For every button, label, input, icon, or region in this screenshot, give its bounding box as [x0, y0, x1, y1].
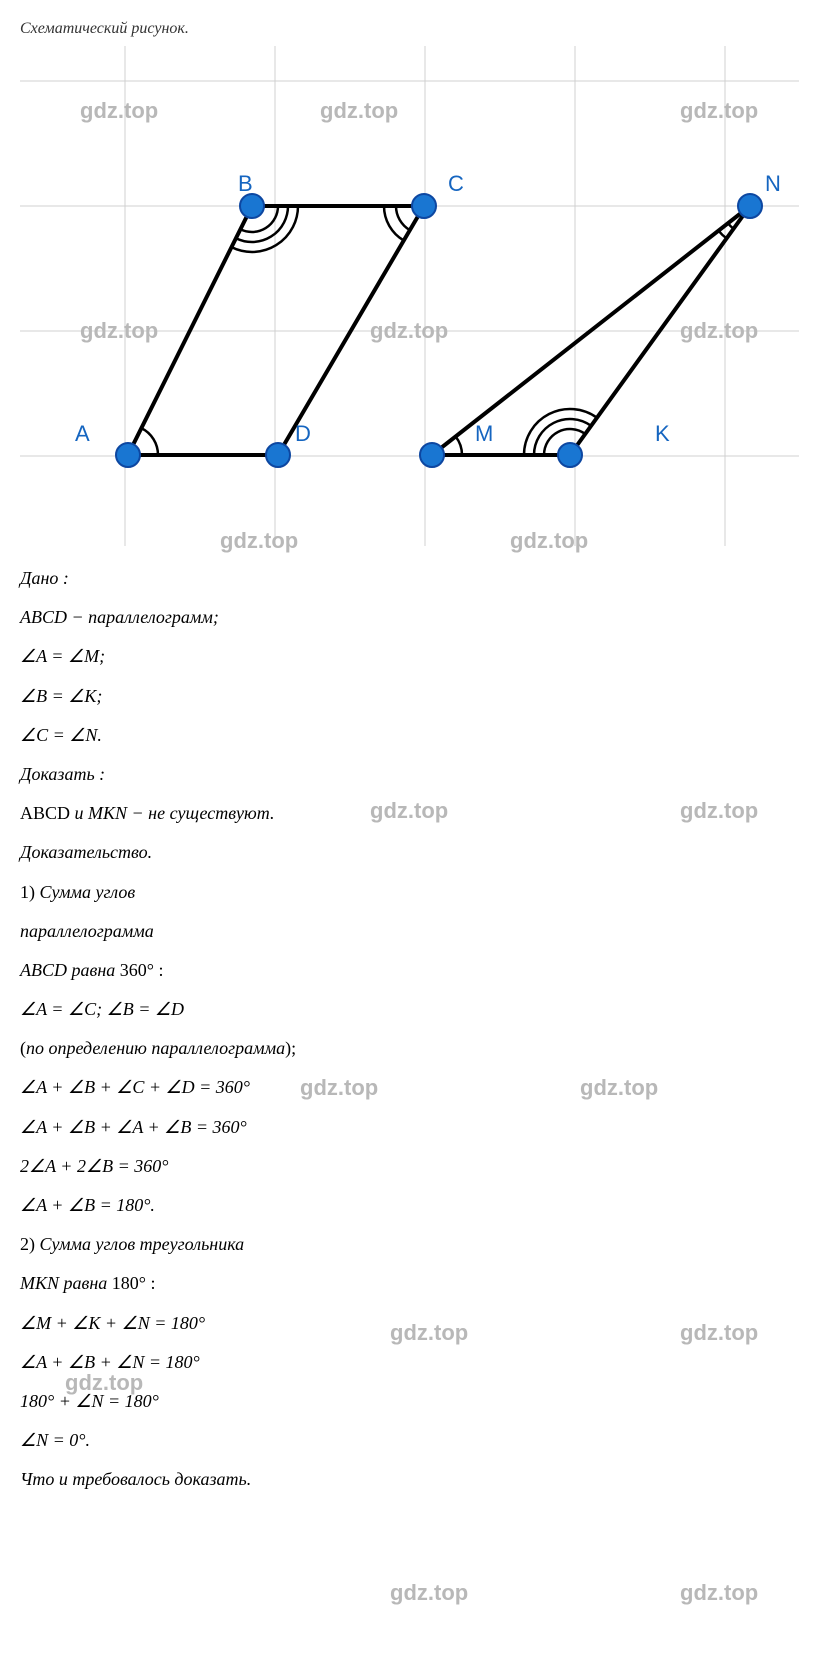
deg360: 360° : — [120, 960, 164, 980]
svg-text:M: M — [475, 421, 493, 446]
ravna1: равна — [67, 960, 120, 980]
svg-text:B: B — [238, 171, 253, 196]
diagram-container: A D B C M K N — [20, 46, 799, 546]
given-line-2: ∠A = ∠M; — [20, 644, 799, 669]
eq-line-1: ∠A = ∠C; ∠B = ∠D — [20, 997, 799, 1022]
num1: 1) — [20, 882, 40, 902]
eq-line-6: ∠M + ∠K + ∠N = 180° — [20, 1311, 799, 1336]
svg-text:C: C — [448, 171, 464, 196]
sum-tri-text: Сумма углов треугольника — [40, 1234, 245, 1254]
schematic-caption: Схематический рисунок. — [20, 20, 799, 38]
and-text: и — [70, 803, 88, 823]
watermark: gdz.top — [390, 1580, 468, 1606]
proof-label: Доказательство. — [20, 840, 799, 865]
prove-line: ABCD и MKN − не существуют. — [20, 801, 799, 826]
step-1-line-1: 1) Сумма углов — [20, 880, 799, 905]
svg-text:D: D — [295, 421, 311, 446]
step-2-line-1: 2) Сумма углов треугольника — [20, 1232, 799, 1257]
num2: 2) — [20, 1234, 40, 1254]
given-line-1: ABCD − параллелограмм; — [20, 605, 799, 630]
page-content: Схематический рисунок. ADBCMKN Дано : AB… — [20, 20, 799, 1493]
geometry-diagram: A D B C M K N — [20, 46, 799, 546]
eq-line-8: 180° + ∠N = 180° — [20, 1389, 799, 1414]
eq-line-7: ∠A + ∠B + ∠N = 180° — [20, 1350, 799, 1375]
eq-line-5: ∠A + ∠B = 180°. — [20, 1193, 799, 1218]
abcd3: ABCD — [20, 960, 67, 980]
abcd2: ABCD — [20, 803, 70, 823]
step-2-line-2: MKN равна 180° : — [20, 1271, 799, 1296]
ne-sush: − не существуют. — [127, 803, 274, 823]
given-line-4: ∠C = ∠N. — [20, 723, 799, 748]
qed-line: Что и требовалось доказать. — [20, 1467, 799, 1492]
mkn2: MKN — [20, 1273, 59, 1293]
paren-close: ); — [285, 1038, 296, 1058]
def-paral: (по определению параллелограмма); — [20, 1036, 799, 1061]
eq-line-3: ∠A + ∠B + ∠A + ∠B = 360° — [20, 1115, 799, 1140]
given-line-3: ∠B = ∠K; — [20, 684, 799, 709]
eq-line-2: ∠A + ∠B + ∠C + ∠D = 360° — [20, 1075, 799, 1100]
mkn-text: MKN — [88, 803, 127, 823]
watermark: gdz.top — [680, 1580, 758, 1606]
eq-line-4: 2∠A + 2∠B = 360° — [20, 1154, 799, 1179]
dano-label: Дано : — [20, 566, 799, 591]
def-text: по определению параллелограмма — [26, 1038, 285, 1058]
svg-text:N: N — [765, 171, 781, 196]
parallelogram-text: − параллелограмм; — [67, 607, 219, 627]
step-1-line-2: параллелограмма — [20, 919, 799, 944]
svg-text:K: K — [655, 421, 670, 446]
eq-line-9: ∠N = 0°. — [20, 1428, 799, 1453]
ravna2: равна — [59, 1273, 112, 1293]
step-1-line-3: ABCD равна 360° : — [20, 958, 799, 983]
svg-text:A: A — [75, 421, 90, 446]
prove-label: Доказать : — [20, 762, 799, 787]
deg180: 180° : — [112, 1273, 156, 1293]
abcd-text: ABCD — [20, 607, 67, 627]
sum-angles-text: Сумма углов — [40, 882, 136, 902]
